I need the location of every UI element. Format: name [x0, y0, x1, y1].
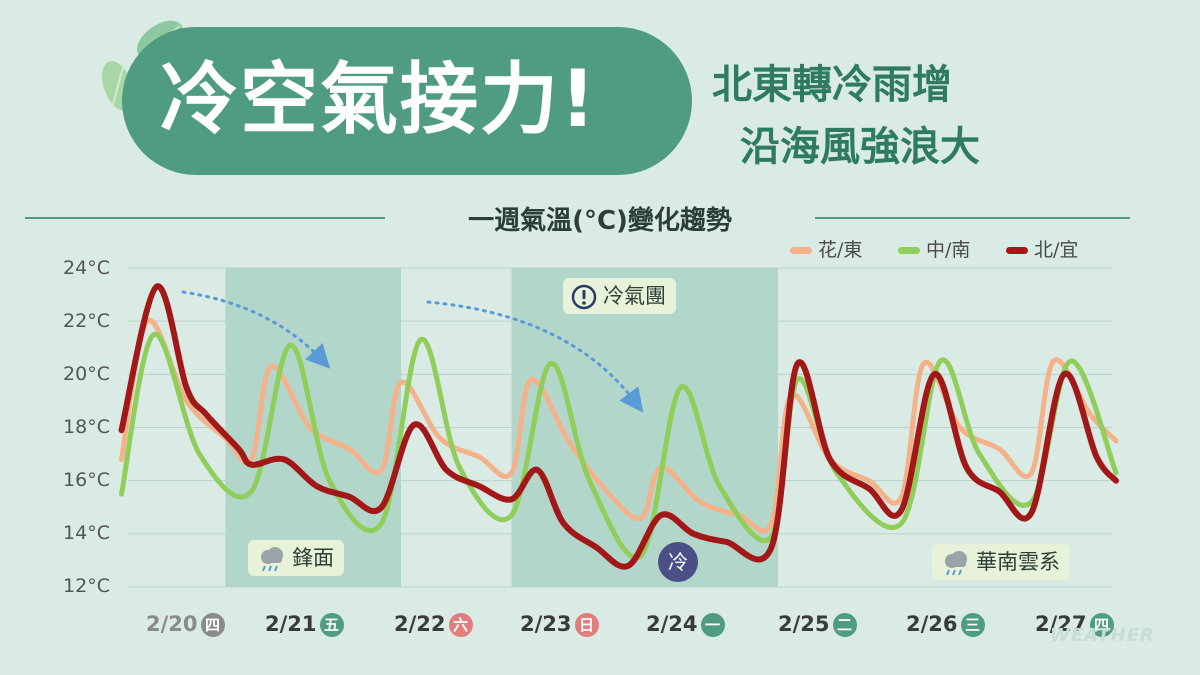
- rain-cloud-icon: [261, 547, 283, 572]
- section-divider-right: [815, 217, 1130, 219]
- x-date: 2/25: [778, 612, 830, 636]
- weekday-badge: 二: [832, 613, 857, 637]
- legend-label-hua-dong: 花/東: [818, 239, 863, 261]
- x-tick-label: 2/22 六: [394, 612, 473, 637]
- y-tick-label: 22°C: [63, 310, 110, 332]
- x-date: 2/23: [520, 612, 572, 636]
- legend-label-bei-yi: 北/宜: [1034, 239, 1079, 261]
- rain-cloud-icon: [945, 551, 967, 576]
- subtitle-line-1: 北東轉冷雨增: [712, 62, 952, 108]
- x-date: 2/26: [906, 612, 958, 636]
- chart-title: 一週氣溫(°C)變化趨勢: [468, 206, 732, 236]
- legend-item-bei-yi: 北/宜: [1006, 235, 1078, 262]
- y-tick-label: 16°C: [63, 469, 110, 491]
- y-tick-label: 24°C: [63, 257, 110, 279]
- trend-arrow-1: [181, 290, 331, 369]
- front-label: 鋒面: [292, 546, 334, 570]
- cold-badge: 冷: [658, 542, 698, 582]
- x-date: 2/20: [146, 612, 198, 636]
- x-tick-label: 2/27 四: [1035, 612, 1114, 637]
- cold-air-mass-annotation: 冷氣團: [563, 278, 676, 314]
- weekday-badge: 四: [200, 613, 225, 637]
- y-tick-label: 14°C: [63, 522, 110, 544]
- y-tick-label: 20°C: [63, 363, 110, 385]
- y-tick-label: 18°C: [63, 416, 110, 438]
- legend-label-zhong-nan: 中/南: [926, 239, 971, 261]
- cold-air-mass-label: 冷氣團: [603, 284, 666, 308]
- weekday-badge: 六: [448, 613, 473, 637]
- legend-item-zhong-nan: 中/南: [898, 235, 970, 262]
- alert-icon: [571, 284, 597, 310]
- legend-swatch-bei-yi: [1006, 247, 1028, 254]
- weekday-badge: 一: [700, 613, 725, 637]
- legend-swatch-zhong-nan: [898, 247, 920, 254]
- trend-arrow-2: [426, 300, 644, 413]
- x-date: 2/22: [394, 612, 446, 636]
- y-tick-label: 12°C: [63, 575, 110, 597]
- x-tick-label: 2/24 一: [646, 612, 725, 637]
- x-date: 2/27: [1035, 612, 1087, 636]
- title-pill: [122, 27, 692, 175]
- legend-swatch-hua-dong: [790, 247, 812, 254]
- x-tick-label: 2/26 三: [906, 612, 985, 637]
- series-line-bei-yi: [118, 283, 1119, 570]
- south-china-clouds-annotation: 華南雲系: [932, 544, 1070, 580]
- weekday-badge: 四: [1089, 613, 1114, 637]
- x-tick-label: 2/25 二: [778, 612, 857, 637]
- weekday-badge: 三: [960, 613, 985, 637]
- front-annotation: 鋒面: [248, 540, 344, 576]
- south-china-clouds-label: 華南雲系: [976, 550, 1060, 574]
- x-tick-label: 2/21 五: [265, 612, 344, 637]
- x-tick-label: 2/20 四: [146, 612, 225, 637]
- subtitle-line-2: 沿海風強浪大: [740, 124, 980, 170]
- x-date: 2/21: [265, 612, 317, 636]
- x-tick-label: 2/23 日: [520, 612, 599, 637]
- weekday-badge: 五: [319, 613, 344, 637]
- weekday-badge: 日: [574, 613, 599, 637]
- x-date: 2/24: [646, 612, 698, 636]
- watermark: WEATHER: [1050, 625, 1155, 646]
- series-line-zhong-nan: [119, 331, 1119, 561]
- section-divider-left: [25, 217, 385, 219]
- page-title: 冷空氣接力!: [160, 55, 598, 145]
- legend-item-hua-dong: 花/東: [790, 235, 862, 262]
